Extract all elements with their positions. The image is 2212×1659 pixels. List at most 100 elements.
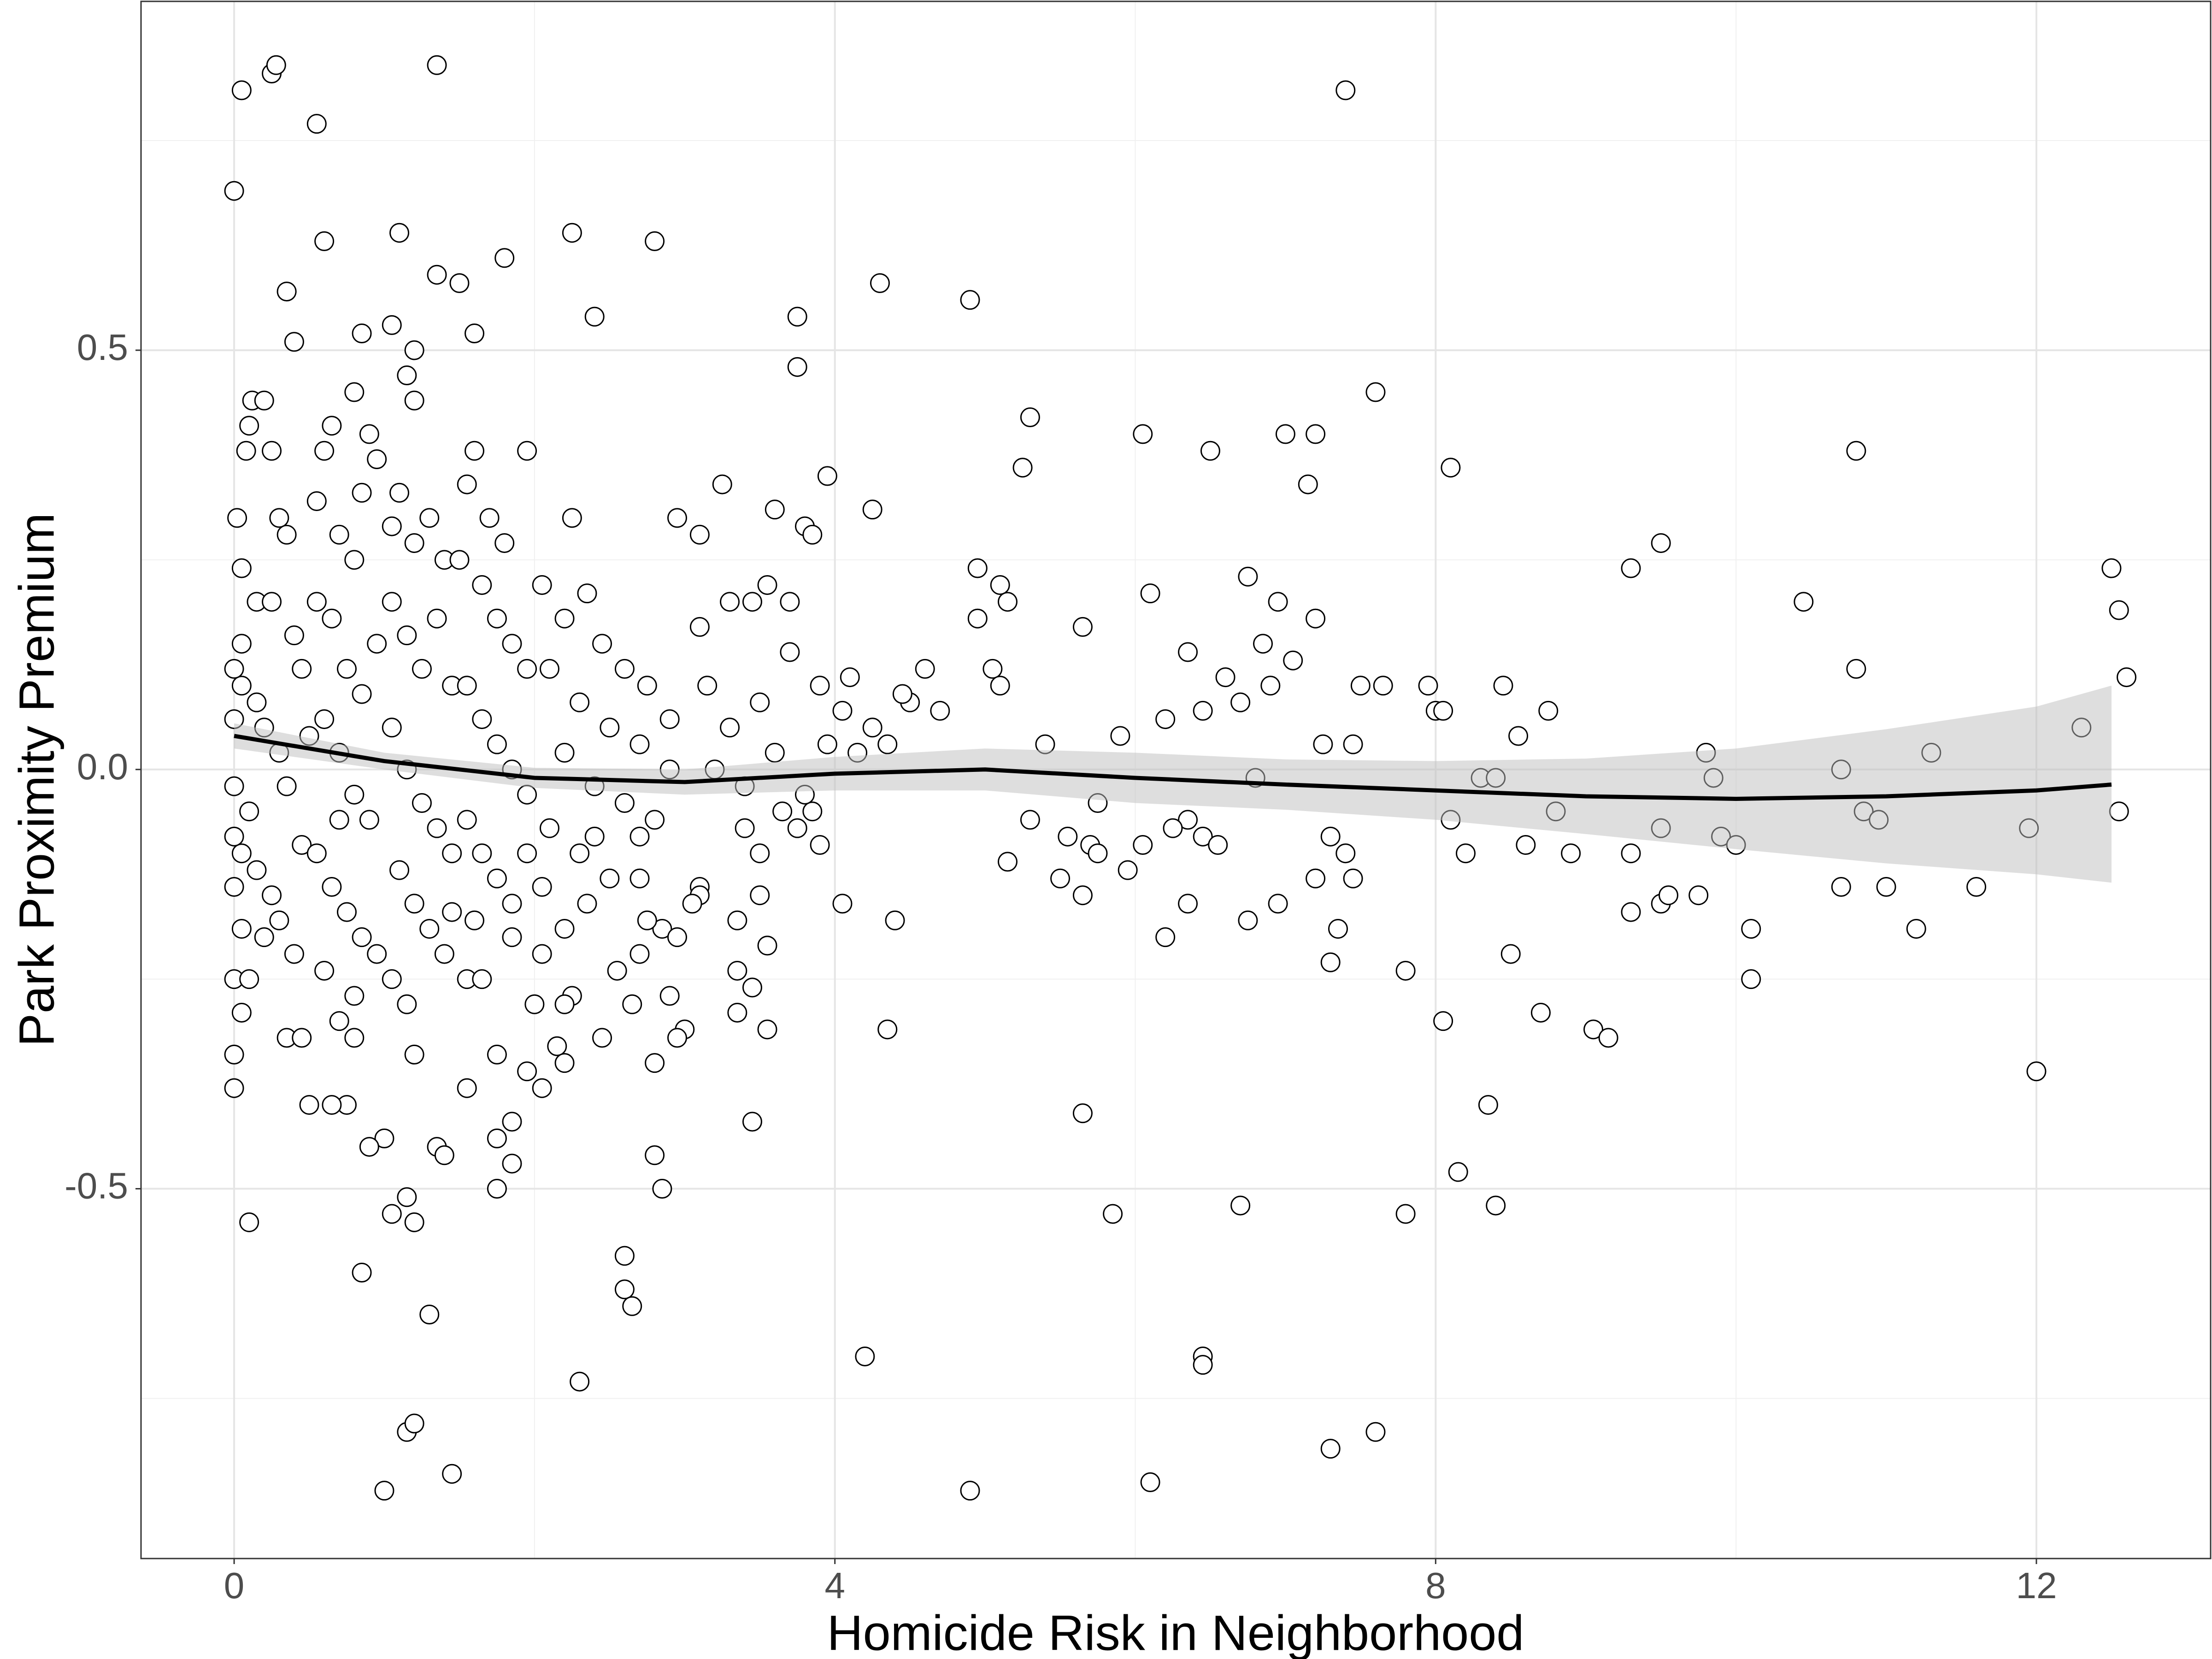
point [404,1212,424,1232]
point [419,918,440,939]
point [269,508,289,528]
point [554,608,575,629]
point [817,734,837,754]
point [787,306,807,327]
point [1058,826,1078,847]
point [1306,868,1326,888]
point [1335,843,1356,864]
point [1530,1002,1551,1023]
point [359,810,379,830]
point [472,843,492,864]
point [629,868,650,888]
x-tick-label: 4 [824,1565,845,1606]
point [404,533,424,553]
point [990,676,1010,696]
point [1418,676,1438,696]
point [667,927,687,947]
point [397,994,417,1014]
point [344,1028,365,1048]
point [389,482,410,503]
point [1215,667,1235,688]
point [840,667,860,688]
point [1118,860,1138,880]
point [389,860,410,880]
point [352,927,372,947]
point [570,843,590,864]
point [344,986,365,1006]
point [570,692,590,712]
point [659,709,680,729]
point [1448,1162,1468,1182]
point [487,1128,507,1148]
point [524,994,545,1014]
point [1621,902,1641,922]
point [1433,1011,1453,1031]
point [562,508,582,528]
point [584,826,605,847]
point [554,1053,575,1073]
point [562,223,582,243]
point [227,508,247,528]
point [419,1304,440,1324]
smooth-line [234,734,2112,801]
point [236,441,256,461]
point [592,1028,612,1048]
point [224,826,244,847]
point [554,742,575,763]
point [224,181,244,201]
point [1163,818,1183,838]
point [997,852,1018,872]
point [2109,801,2129,822]
point [885,910,905,930]
point [1500,944,1521,964]
point [517,441,537,461]
point [502,1153,522,1174]
point [457,676,477,696]
point [787,357,807,377]
point [832,700,853,721]
point [607,960,627,981]
point [457,810,477,830]
point [306,592,327,612]
point [1050,868,1071,888]
point [322,877,342,897]
x-axis-title: Homicide Risk in Neighborhood [827,1605,1524,1659]
point [382,718,402,738]
point [645,810,665,830]
point [442,843,462,864]
point [539,818,559,838]
point [982,659,1003,679]
point [487,608,507,629]
point [1072,1103,1093,1124]
point [629,734,650,754]
point [382,969,402,989]
point [479,508,500,528]
point [367,449,387,470]
point [487,1179,507,1199]
panel-border [140,0,2212,1559]
point [742,1112,762,1132]
point [231,843,252,864]
point [1876,877,1896,897]
point [1478,1095,1498,1115]
point [532,877,552,897]
point [1110,726,1130,746]
point [930,700,950,721]
point [1283,650,1303,671]
point [1140,583,1160,604]
point [832,894,853,914]
point [750,692,770,712]
point [262,885,282,906]
point [2101,558,2122,578]
point [284,944,304,964]
point [1831,877,1851,897]
point [712,474,732,494]
point [344,382,365,402]
point [352,684,372,704]
point [532,575,552,595]
point [727,1002,747,1023]
point [600,868,620,888]
point [239,969,259,989]
point [614,1279,635,1300]
